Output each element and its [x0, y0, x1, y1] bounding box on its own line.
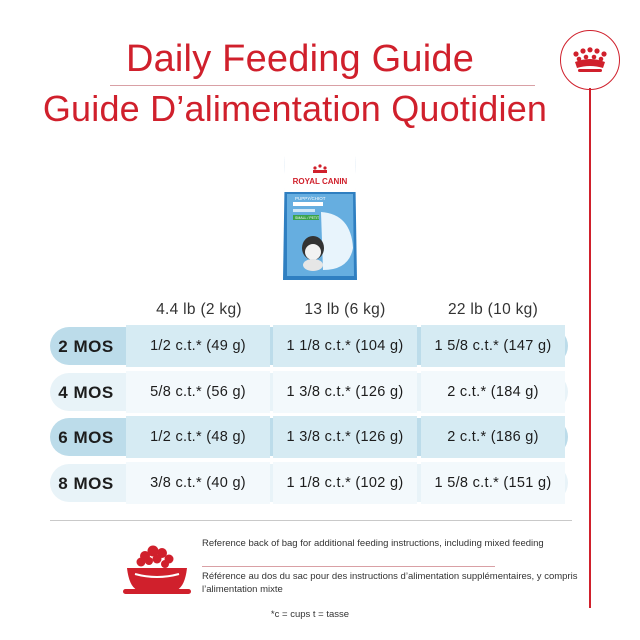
feeding-note-en: Reference back of bag for additional fee… — [202, 538, 544, 549]
page-title-fr: Guide D’alimentation Quotidien — [42, 88, 548, 129]
row-age-label: 6 MOS — [58, 428, 114, 447]
table-cell: 1/2 c.t.* (49 g) — [126, 325, 270, 367]
table-cell: 1 3/8 c.t.* (126 g) — [273, 416, 417, 458]
column-header-2kg: 4.4 lb (2 kg) — [156, 301, 242, 318]
units-footnote: *c = cups t = tasse — [270, 609, 350, 620]
royal-crown-icon — [573, 47, 607, 72]
table-cell: 1/2 c.t.* (48 g) — [126, 416, 270, 458]
side-accent-line — [589, 88, 591, 608]
bag-product-name: PUPPY/CHIOT — [295, 196, 326, 201]
feeding-note-fr: Référence au dos du sac pour des instruc… — [202, 571, 578, 595]
column-header-6kg: 13 lb (6 kg) — [304, 301, 386, 318]
table-cell: 1 1/8 c.t.* (104 g) — [273, 325, 417, 367]
table-cell: 2 c.t.* (186 g) — [421, 416, 565, 458]
table-cell: 1 1/8 c.t.* (102 g) — [273, 462, 417, 504]
food-bowl-icon — [123, 545, 191, 594]
column-header-10kg: 22 lb (10 kg) — [447, 301, 539, 318]
row-age-label: 4 MOS — [58, 383, 114, 402]
title-divider — [110, 85, 535, 86]
section-divider — [50, 520, 572, 521]
table-cell: 2 c.t.* (184 g) — [421, 371, 565, 413]
row-age-label: 2 MOS — [58, 337, 114, 356]
royal-crown-badge — [560, 30, 620, 90]
bag-size-text: SMALL / PETIT — [295, 216, 320, 220]
table-cell: 3/8 c.t.* (40 g) — [126, 462, 270, 504]
page-title-en: Daily Feeding Guide — [125, 38, 475, 80]
table-cell: 1 5/8 c.t.* (151 g) — [421, 462, 565, 504]
table-cell: 5/8 c.t.* (56 g) — [126, 371, 270, 413]
bag-brand-text: ROYAL CANIN — [293, 177, 348, 186]
table-cell: 1 3/8 c.t.* (126 g) — [273, 371, 417, 413]
table-cell: 1 5/8 c.t.* (147 g) — [421, 325, 565, 367]
note-divider — [202, 566, 495, 567]
row-age-label: 8 MOS — [58, 474, 114, 493]
product-bag-image: ROYAL CANIN PUPPY/CHIOT SMALL / PETIT — [283, 156, 357, 280]
